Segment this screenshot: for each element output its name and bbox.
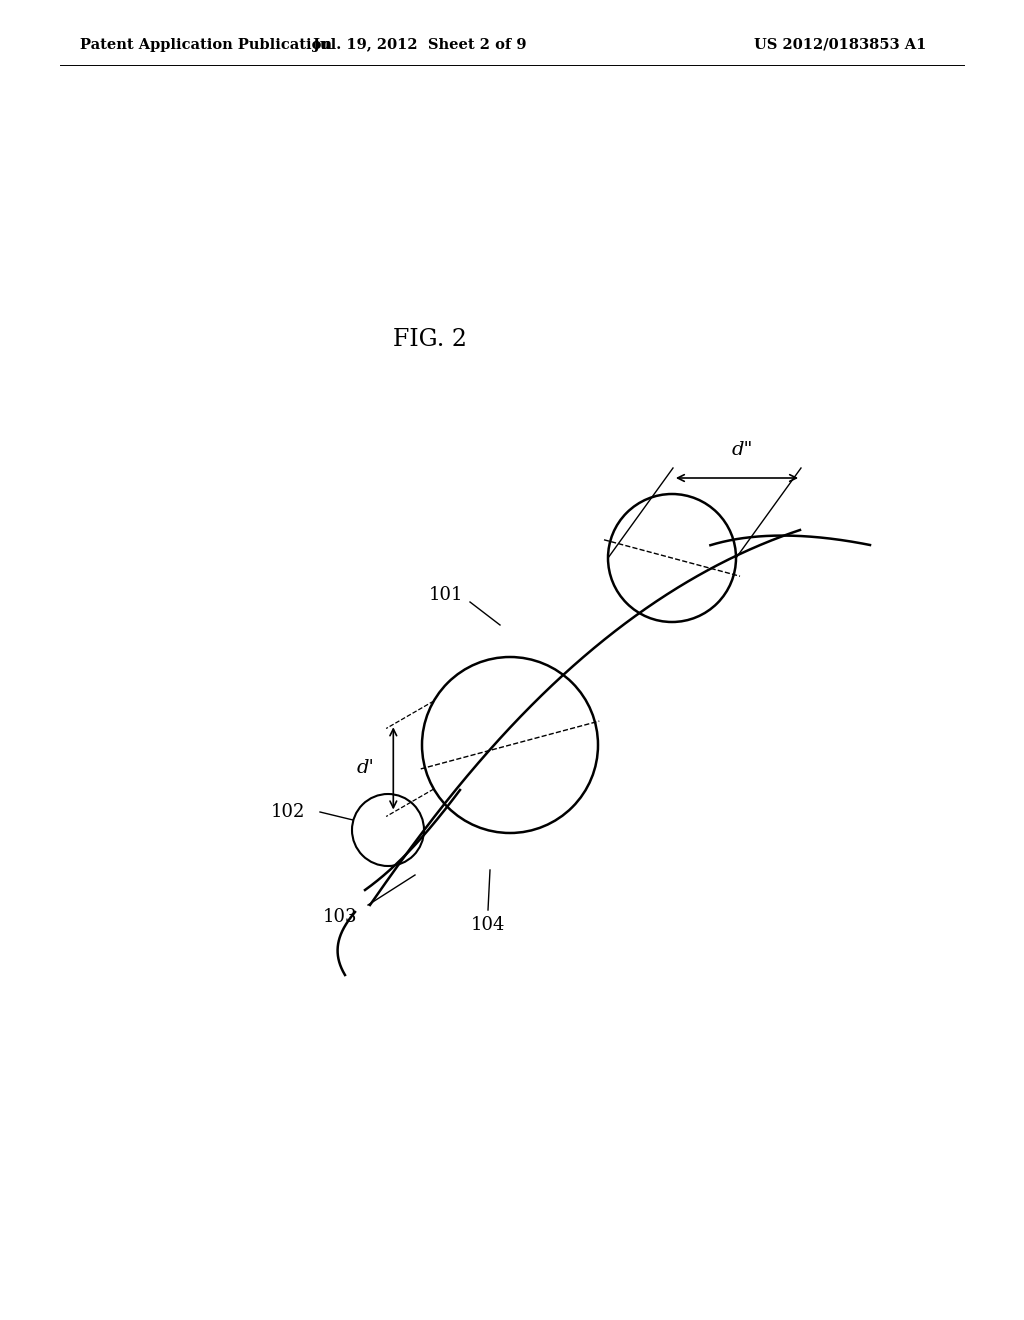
Text: Jul. 19, 2012  Sheet 2 of 9: Jul. 19, 2012 Sheet 2 of 9: [313, 38, 526, 51]
Text: d': d': [356, 759, 374, 777]
Text: d": d": [731, 441, 753, 459]
Text: Patent Application Publication: Patent Application Publication: [80, 38, 332, 51]
Text: 101: 101: [429, 586, 463, 605]
Text: 102: 102: [270, 803, 305, 821]
Text: FIG. 2: FIG. 2: [393, 329, 467, 351]
Text: 104: 104: [471, 916, 505, 935]
Text: 103: 103: [323, 908, 357, 927]
Text: US 2012/0183853 A1: US 2012/0183853 A1: [754, 38, 926, 51]
